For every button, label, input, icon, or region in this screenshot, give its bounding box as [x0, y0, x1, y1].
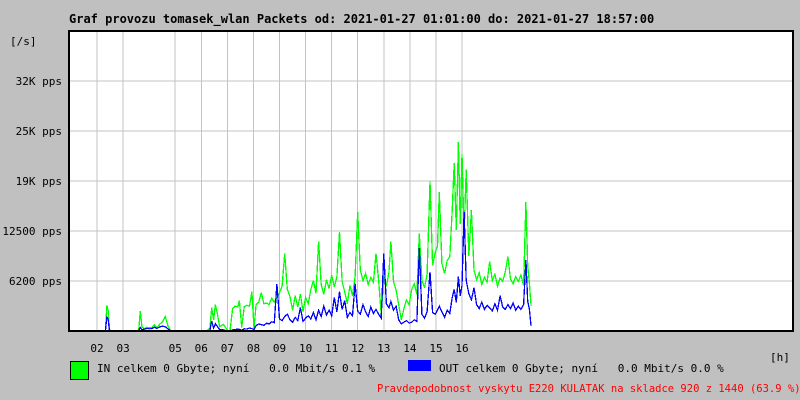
x-tick-label: 08 [246, 342, 261, 355]
out-series-swatch [408, 360, 431, 371]
plot-svg [64, 30, 794, 332]
x-axis-unit-label: [h] [770, 351, 790, 364]
x-tick-label: 16 [455, 342, 469, 355]
x-tick-label: 15 [429, 342, 443, 355]
in-series-swatch [70, 361, 89, 380]
x-tick-label: 06 [194, 342, 208, 355]
y-tick-label: 25K pps [15, 125, 62, 138]
x-tick-label: 02 [90, 342, 104, 355]
x-tick-label: 03 [116, 342, 130, 355]
x-tick-label: 09 [272, 342, 287, 355]
y-tick-label: 19K pps [15, 175, 62, 188]
in-series-label: IN celkem 0 Gbyte; nyní 0.0 Mbit/s 0.1 % [97, 362, 376, 375]
y-axis-unit-label: [/s] [10, 35, 37, 48]
x-tick-label: 13 [377, 342, 391, 355]
x-tick-label: 05 [168, 342, 182, 355]
x-tick-label: 07 [220, 342, 234, 355]
traffic-chart [60, 25, 800, 340]
x-tick-label: 11 [325, 342, 339, 355]
y-tick-label: 6200 pps [9, 275, 62, 288]
out-series-label: OUT celkem 0 Gbyte; nyní 0.0 Mbit/s 0.0 … [439, 362, 724, 375]
x-tick-label: 10 [298, 342, 313, 355]
x-tick-label: 14 [403, 342, 417, 355]
y-tick-label: 32K pps [15, 75, 62, 88]
status-text: Pravdepodobnost vyskytu E220 KULATAK na … [377, 383, 800, 395]
x-tick-label: 12 [351, 342, 365, 355]
page-title: Graf provozu tomasek_wlan Packets od: 20… [69, 12, 655, 26]
y-tick-label: 12500 pps [2, 225, 62, 238]
